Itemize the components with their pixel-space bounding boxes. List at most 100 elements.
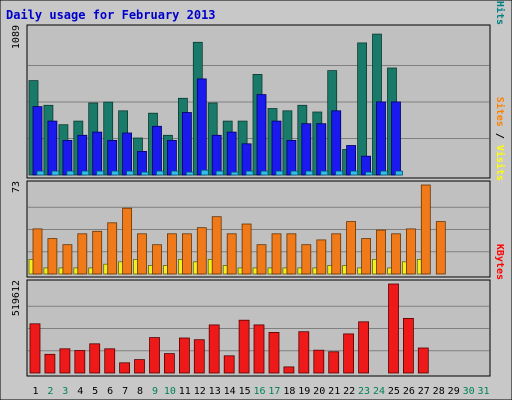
panel-top-ymax-label: 1089 <box>11 25 22 49</box>
panel-bottom-ymax-label: 519612 <box>11 280 22 316</box>
legend-label: / <box>494 0 505 1</box>
bar-kbytes-day-25 <box>388 283 399 374</box>
bar-sites-day-28 <box>435 221 446 275</box>
bar-sites-day-25 <box>391 233 401 275</box>
bar-sites-day-13 <box>211 216 222 275</box>
bar-kbytes-day-12 <box>193 339 205 374</box>
bar-sites-day-3 <box>62 244 73 275</box>
legend-label: Hits <box>494 1 506 25</box>
bar-kbytes-day-1 <box>29 323 41 374</box>
bar-sites-day-4 <box>77 233 88 275</box>
x-tick-label: 23 <box>358 386 370 397</box>
panel-bottom-legend: KBytes <box>494 244 505 280</box>
bar-pages-day-2 <box>51 170 60 176</box>
bar-kbytes-day-18 <box>283 366 295 374</box>
panel-middle-ymax-label: 73 <box>11 181 22 193</box>
x-tick-label: 5 <box>92 386 98 397</box>
bar-sites-day-24 <box>376 229 386 275</box>
bar-pages-day-17 <box>275 170 284 176</box>
bar-pages-day-14 <box>230 171 239 176</box>
bar-pages-day-11 <box>185 171 194 176</box>
bar-sites-day-14 <box>226 233 237 275</box>
bar-files-day-16 <box>256 94 267 176</box>
bar-files-day-19 <box>301 123 312 176</box>
bar-files-day-10 <box>166 139 177 176</box>
bar-kbytes-day-14 <box>223 355 235 374</box>
bar-files-day-9 <box>152 125 162 176</box>
x-tick-label: 4 <box>77 386 83 397</box>
x-tick-label: 10 <box>164 386 176 397</box>
bar-pages-day-19 <box>305 170 314 176</box>
x-tick-label: 30 <box>463 386 475 397</box>
bar-sites-day-10 <box>166 233 177 275</box>
bar-files-day-15 <box>241 143 252 176</box>
bar-sites-day-5 <box>92 230 103 275</box>
bar-pages-day-9 <box>156 170 164 176</box>
bar-pages-day-10 <box>170 170 179 176</box>
x-tick-label: 7 <box>122 386 128 397</box>
bar-pages-day-8 <box>141 171 149 176</box>
bar-sites-day-2 <box>47 238 58 275</box>
bar-kbytes-day-20 <box>313 349 325 374</box>
bar-kbytes-day-23 <box>358 321 370 374</box>
bar-sites-day-22 <box>346 221 357 275</box>
bar-files-day-2 <box>47 120 58 176</box>
bar-sites-day-27 <box>420 184 431 275</box>
panel-middle: 73 Sites / Visits <box>11 97 506 278</box>
bar-kbytes-day-6 <box>104 348 116 374</box>
bar-pages-day-15 <box>245 170 254 176</box>
series-files <box>32 78 401 176</box>
bar-files-day-13 <box>211 134 222 176</box>
bar-files-day-25 <box>391 101 401 176</box>
bar-sites-day-18 <box>286 233 297 275</box>
bar-pages-day-18 <box>290 170 299 176</box>
bar-pages-day-24 <box>380 170 388 176</box>
bar-kbytes-day-13 <box>208 324 220 374</box>
bar-kbytes-day-9 <box>149 337 160 374</box>
x-tick-label: 17 <box>268 386 280 397</box>
series-pages <box>36 169 403 176</box>
bar-pages-day-7 <box>126 170 134 176</box>
panel-bottom: 519612 KBytes <box>11 244 505 377</box>
bar-sites-day-11 <box>181 233 192 275</box>
bar-files-day-14 <box>226 131 237 176</box>
bar-kbytes-day-4 <box>74 350 86 374</box>
series-kbytes <box>29 283 429 374</box>
legend-label: / <box>494 127 505 145</box>
x-tick-label: 27 <box>418 386 430 397</box>
bar-files-day-20 <box>316 123 327 176</box>
panel-top-legend: Pages / Files / Hits <box>494 0 506 25</box>
bar-sites-day-8 <box>137 233 147 275</box>
bar-kbytes-day-10 <box>163 353 175 374</box>
x-tick-label: 11 <box>179 386 191 397</box>
bar-files-day-17 <box>271 120 282 176</box>
bar-pages-day-21 <box>335 170 344 176</box>
bar-kbytes-day-22 <box>343 333 355 374</box>
x-tick-label: 13 <box>209 386 221 397</box>
bar-kbytes-day-7 <box>119 362 130 374</box>
bar-sites-day-12 <box>196 227 207 275</box>
bar-kbytes-day-21 <box>328 351 340 374</box>
x-tick-label: 19 <box>298 386 310 397</box>
bar-sites-day-26 <box>405 228 416 275</box>
bar-hits-day-23 <box>357 42 368 176</box>
bar-pages-day-12 <box>200 169 209 176</box>
bar-pages-day-23 <box>365 171 374 176</box>
bar-sites-day-7 <box>122 207 132 275</box>
bar-pages-day-22 <box>350 170 359 176</box>
legend-label: Sites <box>494 97 506 127</box>
x-tick-label: 16 <box>253 386 265 397</box>
x-tick-label: 6 <box>107 386 113 397</box>
bar-sites-day-20 <box>316 239 327 275</box>
series-sites <box>32 184 446 275</box>
legend-label: KBytes <box>494 244 505 280</box>
bar-kbytes-day-26 <box>402 317 414 374</box>
x-tick-label: 22 <box>343 386 355 397</box>
x-tick-label: 21 <box>328 386 340 397</box>
legend-label: Visits <box>494 145 506 181</box>
bar-pages-day-6 <box>111 170 120 176</box>
bar-kbytes-day-8 <box>134 359 145 374</box>
bar-pages-day-20 <box>320 170 329 176</box>
